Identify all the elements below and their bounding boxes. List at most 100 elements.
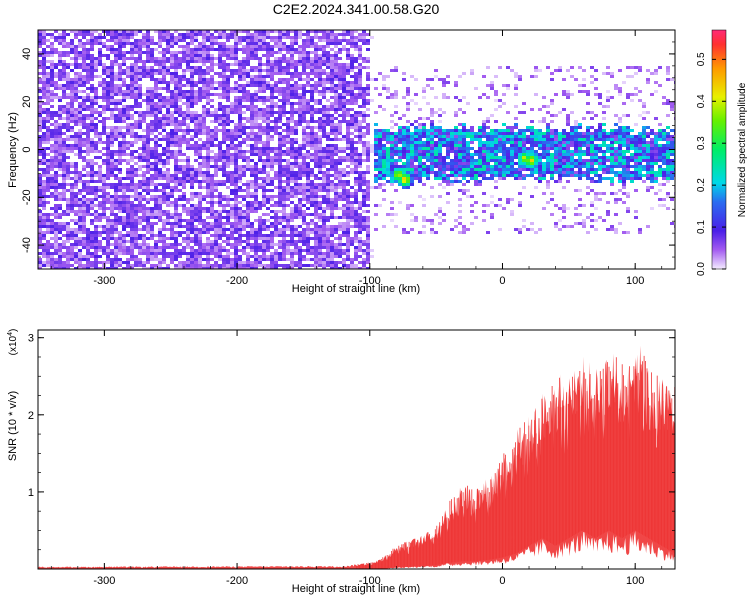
spectrogram-cell bbox=[138, 39, 142, 42]
spectrogram-cell bbox=[118, 186, 122, 189]
spectrogram-cell bbox=[238, 111, 242, 114]
spectrogram-cell bbox=[190, 96, 194, 99]
spectrogram-cell bbox=[142, 69, 146, 72]
spectrogram-cell bbox=[82, 180, 86, 183]
spectrogram-cell bbox=[246, 45, 250, 48]
spectrogram-cell bbox=[46, 39, 50, 42]
spectrogram-cell bbox=[310, 87, 314, 90]
spectrogram-cell bbox=[38, 51, 42, 54]
spectrogram-cell bbox=[74, 255, 78, 258]
spectrogram-cell bbox=[246, 39, 250, 42]
spectrogram-cell bbox=[62, 84, 66, 87]
spectrogram-cell bbox=[250, 144, 254, 147]
spectrogram-cell bbox=[258, 147, 262, 150]
spectrogram-cell bbox=[162, 72, 166, 75]
spectrogram-cell bbox=[46, 261, 50, 264]
spectrogram-cell bbox=[306, 39, 310, 42]
spectrogram-cell bbox=[66, 87, 70, 90]
spectrogram-cell bbox=[266, 183, 270, 186]
spectrogram-cell bbox=[310, 114, 314, 117]
spectrogram-cell bbox=[246, 240, 250, 243]
spectrogram-cell bbox=[326, 75, 330, 78]
spectrogram-cell bbox=[226, 51, 230, 54]
spectrogram-cell bbox=[78, 258, 82, 261]
spectrogram-cell bbox=[106, 138, 110, 141]
spectrogram-cell bbox=[66, 165, 70, 168]
spectrogram-cell bbox=[262, 84, 266, 87]
spectrogram-cell bbox=[274, 57, 278, 60]
spectrogram-cell bbox=[342, 183, 346, 186]
spectrogram-cell bbox=[126, 108, 130, 111]
spectrogram-cell bbox=[122, 204, 126, 207]
spectrogram-cell bbox=[302, 255, 306, 258]
spectrogram-cell bbox=[234, 213, 238, 216]
spectrogram-cell bbox=[230, 225, 234, 228]
spectrogram-cell bbox=[110, 234, 114, 237]
spectrogram-cell bbox=[114, 192, 118, 195]
spectrogram-cell bbox=[186, 237, 190, 240]
spectrogram-cell bbox=[118, 108, 122, 111]
spectrogram-cell bbox=[286, 66, 290, 69]
spectrogram-cell bbox=[254, 186, 258, 189]
spectrogram-cell bbox=[262, 114, 266, 117]
spectrogram-cell bbox=[330, 39, 334, 42]
spectrogram-cell bbox=[198, 147, 202, 150]
spectrogram-cell bbox=[82, 222, 86, 225]
spectrogram-cell bbox=[326, 252, 330, 255]
spectrogram-cell bbox=[226, 249, 230, 252]
spectrogram-cell bbox=[42, 261, 46, 264]
spectrogram-cell bbox=[346, 189, 350, 192]
spectrogram-cell bbox=[346, 267, 350, 269]
spectrogram-cell bbox=[182, 33, 186, 36]
spectrogram-cell bbox=[334, 201, 338, 204]
spectrogram-cell bbox=[242, 45, 246, 48]
spectrogram-cell bbox=[226, 135, 230, 138]
spectrogram-cell bbox=[210, 210, 214, 213]
spectrogram-cell bbox=[278, 87, 282, 90]
spectrogram-cell bbox=[222, 60, 226, 63]
spectrogram-cell bbox=[138, 156, 142, 159]
spectrogram-cell bbox=[130, 141, 134, 144]
spectrogram-cell bbox=[86, 63, 90, 66]
spectrogram-cell bbox=[354, 30, 358, 33]
spectrogram-cell bbox=[306, 264, 310, 267]
spectrogram-cell bbox=[98, 60, 102, 63]
spectrogram-cell bbox=[306, 105, 310, 108]
spectrogram-cell bbox=[194, 51, 198, 54]
spectrogram-cell bbox=[54, 147, 58, 150]
spectrogram-cell bbox=[162, 261, 166, 264]
spectrogram-cell bbox=[150, 225, 154, 228]
spectrogram-cell bbox=[350, 210, 354, 213]
spectrogram-cell bbox=[290, 195, 294, 198]
spectrogram-cell bbox=[170, 186, 174, 189]
spectrogram-cell bbox=[194, 69, 198, 72]
spectrogram-cell bbox=[330, 36, 334, 39]
spectrogram-cell bbox=[46, 231, 50, 234]
spectrogram-cell bbox=[182, 252, 186, 255]
spectrogram-cell bbox=[146, 111, 150, 114]
spectrogram-cell bbox=[302, 204, 306, 207]
spectrogram-cell bbox=[250, 255, 254, 258]
spectrogram-cell bbox=[202, 174, 206, 177]
spectrogram-cell bbox=[42, 96, 46, 99]
spectrogram-cell bbox=[250, 264, 254, 267]
spectrogram-cell bbox=[342, 216, 346, 219]
spectrogram-cell bbox=[78, 117, 82, 120]
spectrogram-cell bbox=[194, 264, 198, 267]
spectrogram-cell bbox=[134, 120, 138, 123]
spectrogram-cell bbox=[170, 213, 174, 216]
spectrogram-cell bbox=[322, 87, 326, 90]
spectrogram-cell bbox=[82, 126, 86, 129]
spectrogram-cell bbox=[166, 183, 170, 186]
spectrogram-cell bbox=[110, 63, 114, 66]
spectrogram-cell bbox=[338, 96, 342, 99]
spectrogram-cell bbox=[194, 123, 198, 126]
spectrogram-cell bbox=[154, 153, 158, 156]
spectrogram-cell bbox=[86, 171, 90, 174]
spectrogram-cell bbox=[138, 204, 142, 207]
spectrogram-cell bbox=[290, 45, 294, 48]
spectrogram-cell bbox=[294, 90, 298, 93]
spectrogram-cell bbox=[242, 165, 246, 168]
spectrogram-cell bbox=[346, 123, 350, 126]
spectrogram-cell bbox=[254, 111, 258, 114]
